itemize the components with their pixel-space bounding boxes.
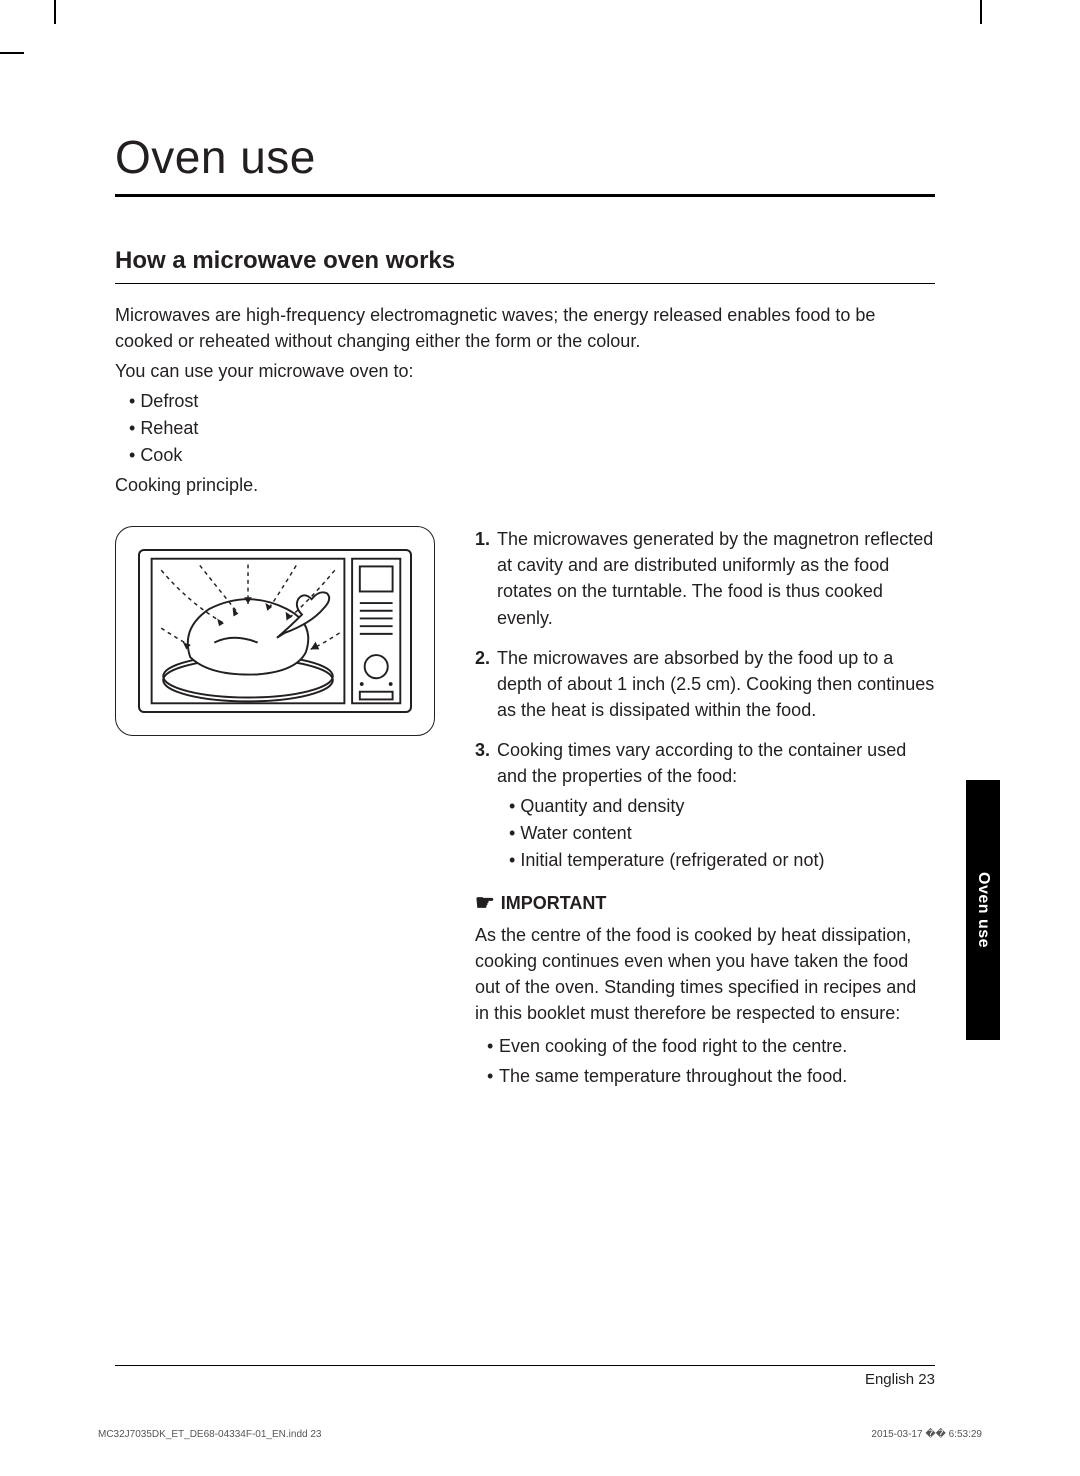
intro-paragraph: You can use your microwave oven to: <box>115 358 935 384</box>
two-column-layout: 1. The microwaves generated by the magne… <box>115 526 935 1092</box>
text-column: 1. The microwaves generated by the magne… <box>475 526 935 1092</box>
diagram-column <box>115 526 435 736</box>
intro-block: Microwaves are high-frequency electromag… <box>115 302 935 384</box>
pointing-hand-icon: ☛ <box>475 892 495 914</box>
list-item: The same temperature throughout the food… <box>487 1063 935 1089</box>
ensure-list: Even cooking of the food right to the ce… <box>475 1033 935 1089</box>
important-heading: ☛ IMPORTANT <box>475 892 935 914</box>
list-item: Reheat <box>129 415 935 442</box>
section-title: How a microwave oven works <box>115 247 935 284</box>
footer-file-info: MC32J7035DK_ET_DE68-04334F-01_EN.indd 23 <box>98 1429 321 1440</box>
step3-sublist: Quantity and density Water content Initi… <box>497 793 935 874</box>
numbered-steps: 1. The microwaves generated by the magne… <box>475 526 935 874</box>
step-text: The microwaves generated by the magnetro… <box>497 529 933 627</box>
list-item: Initial temperature (refrigerated or not… <box>509 847 935 874</box>
crop-mark <box>980 0 982 24</box>
step-item: 1. The microwaves generated by the magne… <box>475 526 935 630</box>
list-item: Quantity and density <box>509 793 935 820</box>
crop-mark <box>54 0 56 24</box>
microwave-diagram <box>138 549 412 713</box>
step-number: 2. <box>475 645 490 671</box>
important-body: As the centre of the food is cooked by h… <box>475 922 935 1026</box>
page: Oven use How a microwave oven works Micr… <box>0 0 1080 1476</box>
step-item: 3. Cooking times vary according to the c… <box>475 737 935 874</box>
chapter-title: Oven use <box>115 130 935 197</box>
list-item: Defrost <box>129 388 935 415</box>
footer-rule <box>115 1365 935 1366</box>
list-item: Even cooking of the food right to the ce… <box>487 1033 935 1059</box>
cooking-principle-line: Cooking principle. <box>115 475 935 496</box>
step-item: 2. The microwaves are absorbed by the fo… <box>475 645 935 723</box>
diagram-outer-frame <box>115 526 435 736</box>
step-text: Cooking times vary according to the cont… <box>497 740 906 786</box>
intro-paragraph: Microwaves are high-frequency electromag… <box>115 302 935 354</box>
step-text: The microwaves are absorbed by the food … <box>497 648 934 720</box>
footer-language-page: English 23 <box>865 1371 935 1388</box>
important-label: IMPORTANT <box>501 893 607 914</box>
side-tab-label: Oven use <box>974 872 992 948</box>
step-number: 3. <box>475 737 490 763</box>
list-item: Cook <box>129 442 935 469</box>
side-thumb-tab: Oven use <box>966 780 1000 1040</box>
microwave-svg-icon <box>140 551 410 711</box>
list-item: Water content <box>509 820 935 847</box>
step-number: 1. <box>475 526 490 552</box>
important-block: ☛ IMPORTANT As the centre of the food is… <box>475 892 935 1089</box>
content-area: Oven use How a microwave oven works Micr… <box>115 130 935 1376</box>
uses-list: Defrost Reheat Cook <box>115 388 935 469</box>
footer-timestamp: 2015-03-17 �� 6:53:29 <box>871 1429 982 1440</box>
crop-mark <box>0 52 24 54</box>
